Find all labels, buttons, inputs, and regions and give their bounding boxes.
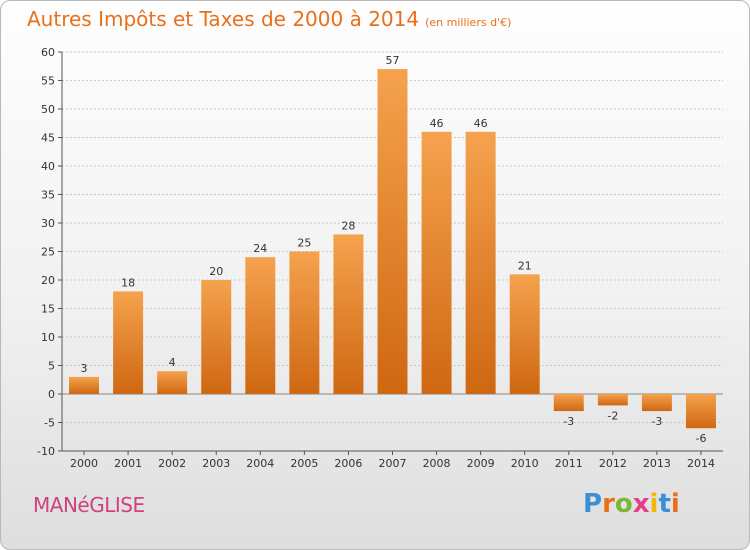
x-tick-label: 2007: [379, 457, 407, 470]
y-tick-label: -10: [37, 445, 55, 458]
proxiti-logo: Proxiti: [583, 489, 680, 519]
chart-title: Autres Impôts et Taxes de 2000 à 2014 (en…: [27, 7, 511, 31]
x-tick-label: 2012: [599, 457, 627, 470]
bar-2006: [333, 234, 364, 394]
x-tick-label: 2013: [643, 457, 671, 470]
y-tick-label: 50: [41, 103, 55, 116]
y-tick-label: 30: [41, 217, 55, 230]
x-tick-label: 2004: [246, 457, 274, 470]
y-tick-label: 15: [41, 303, 55, 316]
logo-letter: t: [658, 489, 671, 519]
logo-letter: i: [649, 489, 659, 519]
labels: -10 -5 0 5 10 15 20 25 30 35 40 45 50 55 60 2000 3 2001 18…: [37, 46, 715, 470]
bar-2009: [465, 131, 496, 395]
data-label: 24: [253, 242, 267, 255]
y-tick-label: 60: [41, 46, 55, 59]
bar-2002: [157, 371, 188, 394]
data-label: -6: [695, 432, 706, 445]
bar-2007: [377, 69, 408, 394]
bar-2004: [245, 257, 276, 394]
x-tick-label: 2002: [158, 457, 186, 470]
data-label: 21: [518, 259, 532, 272]
x-tick-label: 2014: [687, 457, 715, 470]
x-tick-label: 2001: [114, 457, 142, 470]
data-label: 25: [297, 237, 311, 250]
y-tick-label: -5: [44, 417, 55, 430]
data-label: 3: [81, 362, 88, 375]
bar-2012: [597, 394, 628, 406]
data-label: 18: [121, 276, 135, 289]
y-tick-label: 10: [41, 331, 55, 344]
bar-2008: [421, 131, 452, 395]
x-tick-label: 2006: [334, 457, 362, 470]
data-label: 46: [474, 117, 488, 130]
bar-2014: [685, 394, 716, 429]
y-tick-label: 35: [41, 189, 55, 202]
bar-2013: [641, 394, 672, 412]
y-tick-label: 5: [48, 360, 55, 373]
bar-2001: [113, 291, 144, 394]
y-tick-label: 0: [48, 388, 55, 401]
data-label: -2: [607, 409, 618, 422]
logo-letter: i: [670, 489, 680, 519]
x-tick-label: 2010: [511, 457, 539, 470]
data-label: 4: [169, 356, 176, 369]
bar-2003: [201, 280, 232, 394]
y-tick-label: 45: [41, 132, 55, 145]
y-tick-label: 40: [41, 160, 55, 173]
bar-2000: [69, 376, 100, 394]
bar-2010: [509, 274, 540, 394]
bar-2005: [289, 251, 320, 394]
logo-letter: r: [602, 489, 615, 519]
y-tick-label: 55: [41, 75, 55, 88]
bar-2011: [553, 394, 584, 412]
logo-letter: P: [583, 489, 603, 519]
commune-name: MANéGLISE: [33, 493, 145, 517]
y-tick-label: 25: [41, 246, 55, 259]
x-tick-label: 2008: [423, 457, 451, 470]
x-tick-label: 2003: [202, 457, 230, 470]
chart-title-text: Autres Impôts et Taxes de 2000 à 2014: [27, 7, 420, 31]
logo-letter: o: [614, 489, 633, 519]
x-tick-label: 2005: [290, 457, 318, 470]
data-label: 20: [209, 265, 223, 278]
x-tick-label: 2011: [555, 457, 583, 470]
chart-unit: (en milliers d'€): [425, 16, 512, 29]
data-label: 46: [430, 117, 444, 130]
data-label: -3: [563, 415, 574, 428]
logo-letter: x: [632, 489, 650, 519]
data-label: 57: [386, 54, 400, 67]
x-tick-label: 2000: [70, 457, 98, 470]
data-label: -3: [651, 415, 662, 428]
data-label: 28: [341, 219, 355, 232]
x-tick-label: 2009: [467, 457, 495, 470]
y-tick-label: 20: [41, 274, 55, 287]
bars: [69, 69, 716, 429]
